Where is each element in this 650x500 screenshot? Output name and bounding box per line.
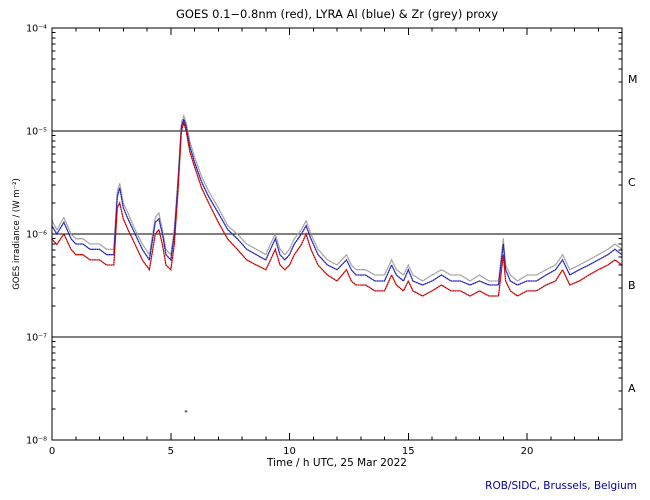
x-tick-label: 15 <box>402 446 415 457</box>
series-goes-0-1-0-8nm <box>51 120 623 297</box>
series-lyra-al-proxy <box>51 117 623 286</box>
y-tick-label: 10⁻⁴ <box>26 24 47 35</box>
y-tick-label: 10⁻⁷ <box>26 333 47 344</box>
flare-class-label-m: M <box>628 73 638 86</box>
series-lyra-zr-proxy <box>51 113 623 282</box>
x-tick-label: 5 <box>168 446 174 457</box>
x-tick-label: 0 <box>49 446 55 457</box>
flare-class-label-b: B <box>628 279 636 292</box>
x-tick-label: 20 <box>521 446 534 457</box>
chart-title: GOES 0.1−0.8nm (red), LYRA Al (blue) & Z… <box>175 7 499 21</box>
x-tick-label: 10 <box>283 446 296 457</box>
flare-class-label-c: C <box>628 176 636 189</box>
y-tick-label: 10⁻⁵ <box>26 127 47 138</box>
y-tick-label: 10⁻⁸ <box>26 436 47 447</box>
x-axis-label: Time / h UTC, 25 Mar 2022 <box>267 457 407 469</box>
credit-text: ROB/SIDC, Brussels, Belgium <box>485 480 637 492</box>
y-tick-label: 10⁻⁶ <box>26 230 47 241</box>
plot-border <box>51 27 623 441</box>
y-axis-label: GOES irradiance / (W m⁻²) <box>12 178 22 290</box>
flare-class-label-a: A <box>628 382 636 395</box>
outlier-point <box>184 409 188 413</box>
